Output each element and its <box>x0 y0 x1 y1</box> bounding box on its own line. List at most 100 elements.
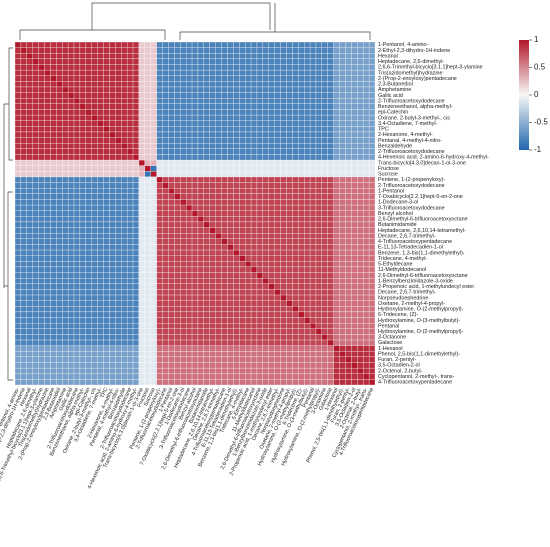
heatmap-cell <box>203 98 210 105</box>
heatmap-cell <box>156 64 163 71</box>
heatmap-cell <box>150 131 157 138</box>
heatmap-cell <box>115 171 122 178</box>
heatmap-cell <box>174 58 181 65</box>
heatmap-cell <box>203 193 210 200</box>
heatmap-cell <box>250 154 258 161</box>
heatmap-cell <box>304 322 311 329</box>
heatmap-cell <box>191 289 199 296</box>
heatmap-cell <box>115 300 122 307</box>
heatmap-cell <box>286 362 293 369</box>
heatmap-cell <box>197 300 205 307</box>
heatmap-cell <box>156 334 163 341</box>
heatmap-cell <box>162 216 169 223</box>
heatmap-cell <box>162 154 169 161</box>
heatmap-cell <box>62 339 69 346</box>
heatmap-cell <box>274 120 281 127</box>
heatmap-cell <box>351 289 358 296</box>
heatmap-cell <box>38 317 45 324</box>
heatmap-cell <box>156 126 163 133</box>
heatmap-cell <box>268 81 275 88</box>
heatmap-cell <box>197 103 205 110</box>
heatmap-cell <box>144 64 151 71</box>
heatmap-cell <box>126 300 134 307</box>
heatmap-cell <box>233 379 240 386</box>
heatmap-cell <box>174 266 181 273</box>
row-label: Fructose <box>378 166 399 172</box>
heatmap-cell <box>227 328 234 335</box>
heatmap-cell <box>85 159 92 166</box>
heatmap-cell <box>233 126 240 133</box>
heatmap-cell <box>185 266 193 273</box>
heatmap-cell <box>245 120 252 127</box>
heatmap-cell <box>85 137 92 144</box>
heatmap-cell <box>286 289 293 296</box>
heatmap-cell <box>50 137 57 144</box>
heatmap-cell <box>14 379 22 386</box>
heatmap-cell <box>280 289 287 296</box>
heatmap-cell <box>91 143 98 149</box>
heatmap-cell <box>363 126 370 133</box>
heatmap-cell <box>233 261 240 268</box>
heatmap-cell <box>91 199 98 206</box>
heatmap-cell <box>174 351 181 358</box>
heatmap-cell <box>67 165 75 172</box>
heatmap-cell <box>97 261 104 268</box>
heatmap-cell <box>144 114 151 121</box>
heatmap-cell <box>239 294 246 301</box>
heatmap-cell <box>56 261 63 268</box>
heatmap-cell <box>132 261 140 268</box>
heatmap-cell <box>315 373 323 380</box>
heatmap-cell <box>209 339 216 346</box>
heatmap-cell <box>351 103 358 110</box>
heatmap-cell <box>351 126 358 133</box>
heatmap-cell <box>304 114 311 121</box>
heatmap-cell <box>150 109 157 116</box>
heatmap-cell <box>309 159 317 166</box>
heatmap-cell <box>185 233 193 239</box>
heatmap-cell <box>256 221 264 228</box>
heatmap-cell <box>138 154 145 161</box>
heatmap-cell <box>73 221 81 228</box>
heatmap-cell <box>156 322 163 329</box>
heatmap-cell <box>138 176 145 183</box>
heatmap-cell <box>168 137 175 144</box>
heatmap-cell <box>221 199 228 206</box>
heatmap-cell <box>44 81 51 88</box>
heatmap-cell <box>56 75 63 82</box>
heatmap-cell <box>20 373 27 380</box>
heatmap-cell <box>250 255 258 262</box>
heatmap-cell <box>191 278 199 284</box>
heatmap-cell <box>73 126 81 133</box>
heatmap-cell <box>67 131 75 138</box>
heatmap-cell <box>138 261 145 268</box>
heatmap-cell <box>97 176 104 183</box>
heatmap-cell <box>345 126 352 133</box>
heatmap-cell <box>138 255 145 262</box>
heatmap-cell <box>26 109 33 116</box>
heatmap-cell <box>239 165 246 172</box>
heatmap-cell <box>132 165 140 172</box>
heatmap-cell <box>180 103 187 110</box>
heatmap-cell <box>180 367 187 374</box>
heatmap-cell <box>44 362 51 369</box>
heatmap-cell <box>103 322 110 329</box>
heatmap-cell <box>292 362 299 369</box>
heatmap-cell <box>321 53 328 60</box>
heatmap-cell <box>368 278 376 284</box>
heatmap-cell <box>20 81 27 88</box>
heatmap-cell <box>73 41 81 48</box>
heatmap-cell <box>50 53 57 60</box>
heatmap-cell <box>44 379 51 386</box>
heatmap-cell <box>26 81 33 88</box>
heatmap-cell <box>304 221 311 228</box>
heatmap-cell <box>103 328 110 335</box>
heatmap-cell <box>339 171 346 178</box>
heatmap-cell <box>126 362 134 369</box>
heatmap-cell <box>32 131 39 138</box>
heatmap-cell <box>215 317 222 324</box>
heatmap-cell <box>32 69 39 76</box>
heatmap-cell <box>150 334 157 341</box>
heatmap-cell <box>67 182 75 189</box>
heatmap-cell <box>38 81 45 88</box>
heatmap-cell <box>97 227 104 234</box>
